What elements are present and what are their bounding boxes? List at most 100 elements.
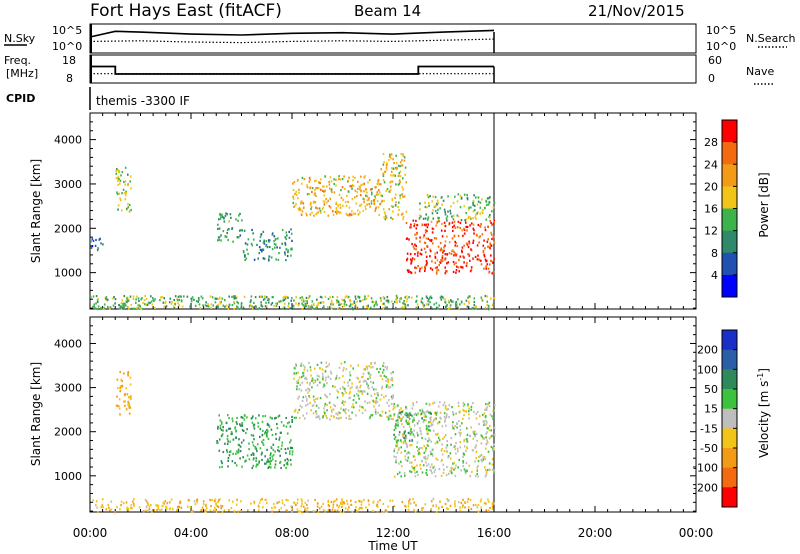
heat-cell: [201, 297, 204, 300]
heat-cell: [259, 248, 262, 251]
heat-cell: [156, 504, 158, 507]
heat-cell: [348, 397, 351, 400]
heat-cell: [162, 501, 164, 504]
heat-cell: [397, 414, 399, 417]
heat-cell: [450, 252, 453, 255]
heat-cell: [392, 167, 395, 170]
heat-cell: [200, 509, 203, 512]
heat-cell: [367, 384, 369, 387]
heat-cell: [297, 379, 300, 382]
heat-cell: [450, 437, 453, 440]
heat-cell: [200, 295, 203, 298]
heat-cell: [493, 447, 495, 450]
heat-cell: [139, 306, 141, 310]
heat-cell: [392, 304, 394, 307]
heat-cell: [267, 297, 269, 300]
heat-cell: [341, 505, 343, 509]
heat-cell: [403, 300, 405, 303]
heat-cell: [432, 429, 435, 432]
heat-cell: [217, 239, 219, 242]
heat-cell: [224, 305, 226, 308]
heat-cell: [449, 452, 452, 455]
heat-cell: [371, 414, 374, 417]
heat-cell: [218, 466, 221, 469]
heat-cell: [440, 229, 443, 232]
heat-cell: [439, 296, 442, 299]
heat-cell: [367, 307, 370, 310]
heat-cell: [380, 510, 383, 513]
heat-cell: [489, 468, 491, 471]
heat-cell: [456, 245, 459, 248]
heat-cell: [226, 228, 229, 231]
date-label: 21/Nov/2015: [588, 2, 685, 20]
heat-cell: [226, 437, 229, 440]
heat-cell: [476, 258, 479, 261]
heat-cell: [261, 498, 263, 501]
heat-cell: [118, 307, 121, 310]
heat-cell: [312, 404, 315, 407]
heat-cell: [335, 417, 338, 420]
heat-cell: [396, 299, 398, 302]
heat-cell: [264, 455, 266, 458]
heat-cell: [446, 444, 449, 447]
cpid-label: CPID: [6, 92, 35, 105]
heat-cell: [392, 418, 394, 421]
heat-cell: [246, 248, 248, 251]
heat-cell: [292, 182, 294, 185]
heat-cell: [278, 438, 281, 441]
heat-cell: [439, 416, 441, 419]
heat-cell: [403, 432, 406, 435]
heat-cell: [447, 210, 449, 213]
heat-cell: [390, 180, 392, 183]
heat-cell: [98, 238, 101, 241]
heat-cell: [258, 307, 261, 310]
heat-cell: [451, 472, 453, 475]
heat-cell: [458, 458, 460, 462]
heat-cell: [90, 246, 93, 249]
heat-cell: [427, 194, 429, 197]
heat-cell: [352, 367, 354, 370]
heat-cell: [100, 306, 102, 309]
heat-cell: [426, 206, 428, 209]
heat-cell: [248, 442, 250, 445]
heat-cell: [317, 187, 320, 190]
heat-cell: [409, 429, 412, 432]
heat-cell: [332, 500, 335, 503]
heat-cell: [293, 416, 296, 419]
heat-cell: [286, 296, 288, 299]
heat-cell: [225, 304, 228, 307]
heat-cell: [383, 181, 386, 184]
heat-cell: [446, 440, 448, 443]
heat-cell: [246, 454, 249, 457]
heat-cell: [493, 469, 496, 472]
heat-cell: [435, 417, 437, 420]
heat-cell: [217, 303, 220, 306]
heat-cell: [178, 298, 181, 301]
heat-cell: [420, 432, 422, 436]
heat-cell: [487, 304, 490, 307]
heat-cell: [216, 505, 219, 508]
heat-cell: [259, 428, 262, 431]
heat-cell: [425, 303, 428, 306]
heat-cell: [453, 220, 456, 223]
heat-cell: [316, 306, 318, 309]
heat-cell: [308, 388, 311, 391]
heat-cell: [319, 301, 322, 304]
heat-cell: [424, 414, 427, 417]
heat-cell: [475, 412, 478, 415]
power-colorbar-segment: [722, 208, 737, 232]
heat-cell: [386, 415, 388, 419]
heat-cell: [454, 195, 456, 198]
heat-cell: [470, 222, 473, 225]
heat-cell: [461, 422, 463, 425]
heat-cell: [121, 306, 124, 309]
heat-cell: [226, 213, 228, 216]
heat-cell: [430, 508, 432, 511]
heat-cell: [240, 229, 242, 232]
heat-cell: [451, 237, 454, 240]
heat-cell: [425, 424, 428, 427]
heat-cell: [311, 190, 313, 194]
heat-cell: [339, 303, 341, 306]
heat-cell: [271, 248, 274, 251]
heat-cell: [432, 228, 435, 231]
